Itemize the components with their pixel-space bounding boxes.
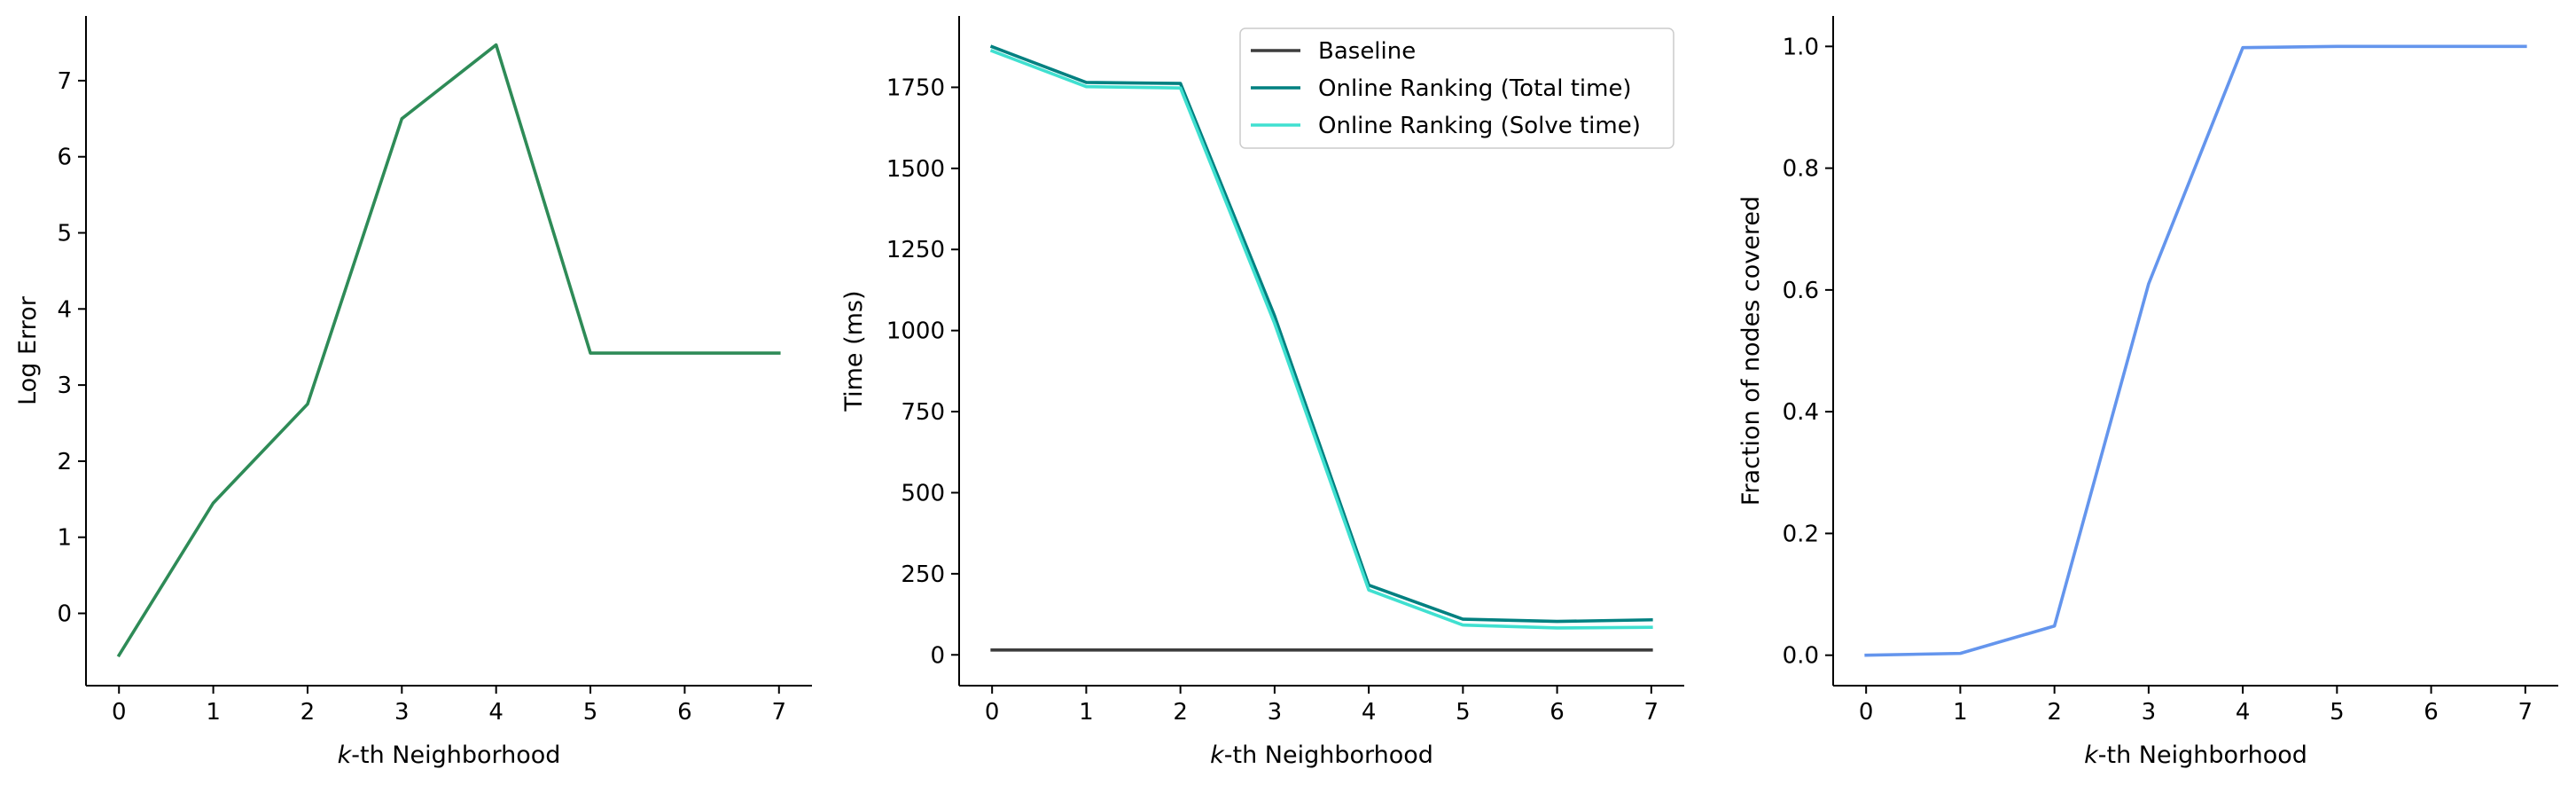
chart-panel-3: 0 1 2 3 4 5 6 7 0.0 0.2 0.4 0.6 0.8 1.0 k-th Neighborh… [1737, 16, 2558, 769]
y-tick-label: 1750 [886, 75, 945, 101]
x-tick-label: 7 [1644, 699, 1659, 726]
y-axis-label: Time (ms) [840, 290, 868, 412]
x-axis-label: k-th Neighborhood [338, 742, 561, 769]
y-tick-label: 1500 [886, 156, 945, 183]
series-line-2 [989, 44, 1653, 624]
x-tick-label: 1 [1079, 699, 1094, 726]
series-line-3 [989, 49, 1653, 630]
y-tick-label: 750 [901, 399, 945, 426]
x-tick-label: 4 [2236, 699, 2251, 726]
y-tick-label: 2 [57, 449, 72, 475]
x-tick-label: 6 [677, 699, 692, 726]
y-tick-label: 0.2 [1783, 521, 1819, 547]
y-tick-label: 3 [57, 373, 72, 399]
legend-label-2: Online Ranking (Total time) [1318, 75, 1632, 102]
chart-panel-1: 0 1 2 3 4 5 6 7 0 1 2 3 4 5 6 7 k-th Neighborhood Log Err… [14, 16, 812, 769]
y-tick-label: 1000 [886, 318, 945, 345]
y-tick-label: 0.6 [1783, 278, 1819, 304]
x-tick-label: 7 [2518, 699, 2533, 726]
x-axis-label: k-th Neighborhood [2084, 742, 2307, 769]
x-tick-label: 7 [771, 699, 786, 726]
x-tick-label: 4 [1362, 699, 1377, 726]
y-tick-label: 6 [57, 145, 72, 171]
y-tick-label: 0.0 [1783, 643, 1819, 670]
x-tick-label: 3 [1268, 699, 1283, 726]
x-tick-label: 6 [2424, 699, 2439, 726]
legend-label-1: Baseline [1318, 38, 1416, 65]
x-tick-label: 0 [1859, 699, 1874, 726]
y-axis-label: Fraction of nodes covered [1737, 196, 1765, 506]
x-tick-label: 3 [2142, 699, 2157, 726]
series-line-1 [1864, 44, 2527, 657]
y-tick-label: 4 [57, 296, 72, 323]
x-tick-label: 0 [112, 699, 127, 726]
legend: Baseline Online Ranking (Total time) Onlin… [1239, 27, 1674, 149]
x-tick-label: 0 [985, 699, 1000, 726]
y-tick-label: 0 [930, 642, 945, 669]
legend-box [1239, 27, 1674, 149]
y-tick-label: 1.0 [1783, 34, 1819, 60]
x-axis-label: k-th Neighborhood [1210, 742, 1433, 769]
chart-panel-2: 0 1 2 3 4 5 6 7 0 250 500 750 1000 1250 1500 1750 k-th N… [840, 16, 1684, 769]
x-tick-label: 2 [301, 699, 316, 726]
y-tick-label: 500 [901, 480, 945, 506]
y-tick-label: 0.4 [1783, 399, 1819, 426]
x-tick-label: 5 [2330, 699, 2345, 726]
y-tick-label: 0.8 [1783, 156, 1819, 183]
x-tick-label: 4 [488, 699, 503, 726]
y-tick-label: 250 [901, 561, 945, 588]
x-tick-label: 6 [1550, 699, 1565, 726]
x-tick-label: 2 [1173, 699, 1188, 726]
y-axis-label: Log Error [14, 295, 42, 405]
x-tick-label: 5 [583, 699, 598, 726]
x-tick-label: 3 [394, 699, 410, 726]
series-line-1 [116, 43, 781, 658]
y-tick-label: 5 [57, 221, 72, 247]
y-tick-label: 0 [57, 601, 72, 627]
x-tick-label: 1 [1953, 699, 1968, 726]
x-tick-label: 2 [2047, 699, 2062, 726]
x-tick-label: 5 [1456, 699, 1471, 726]
y-tick-label: 1 [57, 525, 72, 552]
legend-label-3: Online Ranking (Solve time) [1318, 113, 1641, 139]
y-tick-label: 7 [57, 68, 72, 95]
y-tick-label: 1250 [886, 237, 945, 263]
x-tick-label: 1 [206, 699, 221, 726]
